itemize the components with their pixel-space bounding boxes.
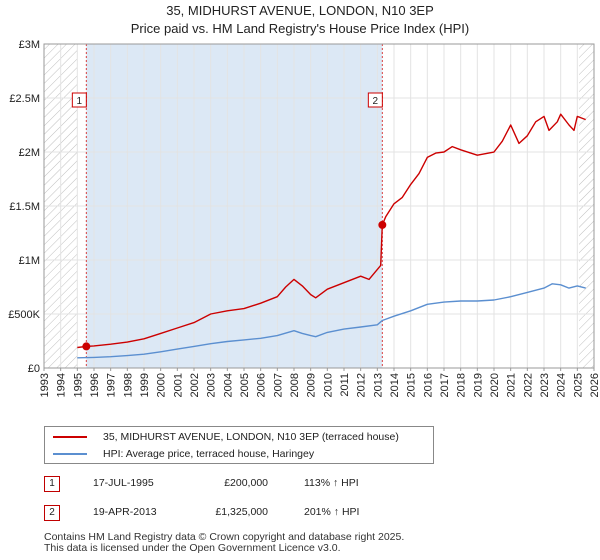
x-tick-label: 2001 bbox=[172, 373, 184, 397]
x-tick-label: 2009 bbox=[306, 373, 318, 397]
x-tick-label: 2023 bbox=[539, 373, 551, 397]
legend-property-label: 35, MIDHURST AVENUE, LONDON, N10 3EP (te… bbox=[103, 431, 399, 443]
x-tick-label: 2015 bbox=[406, 373, 418, 397]
x-tick-label: 1993 bbox=[39, 373, 51, 397]
hpi-line-swatch bbox=[53, 453, 87, 455]
x-tick-label: 2002 bbox=[189, 373, 201, 397]
property-line-swatch bbox=[53, 436, 87, 438]
x-tick-label: 2010 bbox=[322, 373, 334, 397]
transaction-date: 19-APR-2013 bbox=[93, 506, 157, 518]
x-tick-label: 2022 bbox=[522, 373, 534, 397]
x-tick-label: 2003 bbox=[206, 373, 218, 397]
x-tick-label: 2018 bbox=[456, 373, 468, 397]
x-tick-label: 2004 bbox=[222, 373, 234, 397]
legend-item-property: 35, MIDHURST AVENUE, LONDON, N10 3EP (te… bbox=[53, 429, 399, 445]
footer-copyright: Contains HM Land Registry data © Crown c… bbox=[44, 531, 405, 543]
x-tick-label: 2020 bbox=[489, 373, 501, 397]
legend-hpi-label: HPI: Average price, terraced house, Hari… bbox=[103, 448, 315, 460]
y-tick-label: £2M bbox=[19, 147, 40, 159]
x-tick-label: 2006 bbox=[256, 373, 268, 397]
x-tick-label: 2011 bbox=[339, 373, 351, 397]
transaction-date: 17-JUL-1995 bbox=[93, 477, 154, 489]
chart-subtitle: Price paid vs. HM Land Registry's House … bbox=[130, 21, 470, 36]
transaction-hpi-change: 201% ↑ HPI bbox=[304, 506, 360, 518]
x-tick-label: 1999 bbox=[139, 373, 151, 397]
hpi-line bbox=[77, 283, 586, 359]
y-tick-label: £2.5M bbox=[9, 93, 40, 105]
y-tick-label: £500K bbox=[8, 309, 40, 321]
x-tick-label: 2013 bbox=[372, 373, 384, 397]
transaction-badge: 1 bbox=[44, 476, 60, 492]
x-tick-label: 2012 bbox=[356, 373, 368, 397]
footer-licence: This data is licensed under the Open Gov… bbox=[44, 542, 341, 554]
x-tick-label: 2005 bbox=[239, 373, 251, 397]
marker-label: 2 bbox=[373, 96, 379, 107]
transaction-point bbox=[378, 220, 387, 229]
transaction-badge: 2 bbox=[44, 505, 60, 521]
x-tick-label: 2016 bbox=[422, 373, 434, 397]
x-tick-label: 2014 bbox=[389, 373, 401, 397]
x-tick-label: 2026 bbox=[589, 373, 600, 397]
x-tick-label: 2021 bbox=[506, 373, 518, 397]
price-chart: 1 2 £0 £500K £1M £1.5M £2M £2.5M £3M 1993 1994 1995… bbox=[8, 39, 600, 397]
x-tick-label: 1995 bbox=[72, 373, 84, 397]
marker-label-box bbox=[367, 92, 383, 108]
x-tick-label: 2007 bbox=[272, 373, 284, 397]
chart-title: 35, MIDHURST AVENUE, LONDON, N10 3EP bbox=[166, 3, 434, 18]
marker-label: 1 bbox=[77, 96, 83, 107]
transaction-point bbox=[82, 342, 91, 351]
transaction-price: £200,000 bbox=[224, 477, 268, 489]
y-tick-label: £1M bbox=[19, 255, 40, 267]
property-price-line bbox=[77, 113, 586, 349]
marker-label-box bbox=[71, 92, 87, 108]
transaction-price: £1,325,000 bbox=[215, 506, 268, 518]
y-tick-label: £3M bbox=[19, 39, 40, 51]
y-tick-label: £0 bbox=[28, 363, 40, 375]
legend-item-hpi: HPI: Average price, terraced house, Hari… bbox=[53, 446, 314, 462]
x-tick-label: 1994 bbox=[56, 373, 68, 397]
x-tick-label: 1996 bbox=[89, 373, 101, 397]
x-tick-label: 2017 bbox=[439, 373, 451, 397]
legend: 35, MIDHURST AVENUE, LONDON, N10 3EP (te… bbox=[44, 426, 434, 464]
plot-frame bbox=[43, 43, 595, 369]
x-tick-label: 1997 bbox=[106, 373, 118, 397]
x-tick-label: 1998 bbox=[122, 373, 134, 397]
transaction-hpi-change: 113% ↑ HPI bbox=[304, 477, 359, 489]
x-tick-label: 2000 bbox=[156, 373, 168, 397]
y-tick-label: £1.5M bbox=[9, 201, 40, 213]
x-tick-label: 2024 bbox=[556, 373, 568, 397]
x-tick-label: 2008 bbox=[289, 373, 301, 397]
x-tick-label: 2025 bbox=[572, 373, 584, 397]
x-tick-label: 2019 bbox=[472, 373, 484, 397]
